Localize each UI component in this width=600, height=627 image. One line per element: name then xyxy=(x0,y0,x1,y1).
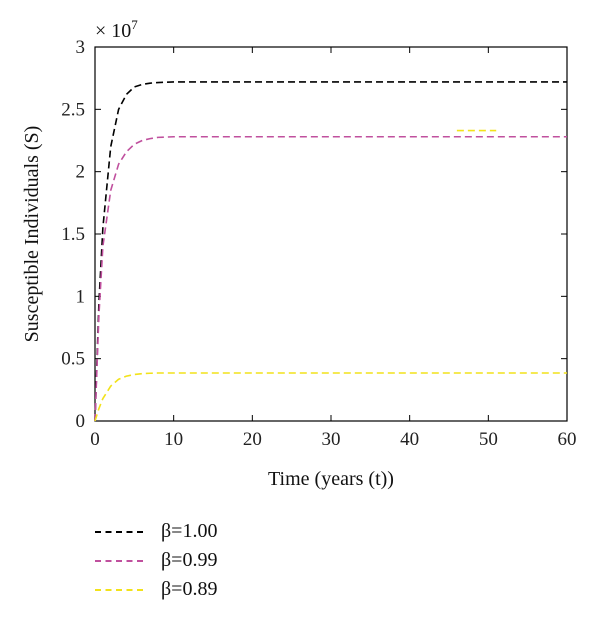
y-tick-label: 3 xyxy=(76,37,86,58)
x-tick-label: 50 xyxy=(479,429,498,450)
series-line-1 xyxy=(94,81,567,422)
y-tick-label: 0.5 xyxy=(61,349,85,370)
y-tick-label: 2 xyxy=(76,162,86,183)
x-tick-label: 0 xyxy=(90,429,100,450)
legend-swatch xyxy=(95,559,143,562)
series-lines xyxy=(94,81,567,422)
legend-swatch xyxy=(95,588,143,591)
legend-swatch xyxy=(95,530,143,533)
plot-frame xyxy=(94,46,568,422)
x-tick-label: 60 xyxy=(558,429,577,450)
x-axis-ticks: 0 10 20 30 40 50 60 xyxy=(90,47,577,450)
x-axis-label: Time (years (t)) xyxy=(268,468,394,490)
y-axis-label: Susceptible Individuals (S) xyxy=(21,126,43,343)
legend-label: β=0.89 xyxy=(161,578,218,600)
x-tick-label: 30 xyxy=(322,429,341,450)
x-tick-label: 10 xyxy=(164,429,183,450)
series-line-3 xyxy=(94,372,567,422)
y-tick-label: 1 xyxy=(76,286,86,307)
legend-item: β=0.99 xyxy=(95,546,217,575)
chart: 0 0.5 1 1.5 2 2.5 3 0 10 20 30 40 50 60 × 107 Time (… xyxy=(21,17,577,490)
y-tick-label: 1.5 xyxy=(61,224,85,245)
legend-item: β=1.00 xyxy=(95,517,217,546)
y-tick-label: 2.5 xyxy=(61,99,85,120)
x-tick-label: 40 xyxy=(400,429,419,450)
legend-item: β=0.89 xyxy=(95,575,217,604)
y-axis-ticks: 0 0.5 1 1.5 2 2.5 3 xyxy=(61,37,567,432)
legend-label: β=0.99 xyxy=(161,549,218,571)
y-multiplier: × 107 xyxy=(95,17,138,42)
legend: β=1.00 β=0.99 β=0.89 xyxy=(95,517,217,604)
y-tick-label: 0 xyxy=(76,411,86,432)
series-line-2 xyxy=(94,135,567,422)
x-tick-label: 20 xyxy=(243,429,262,450)
legend-label: β=1.00 xyxy=(161,520,218,542)
